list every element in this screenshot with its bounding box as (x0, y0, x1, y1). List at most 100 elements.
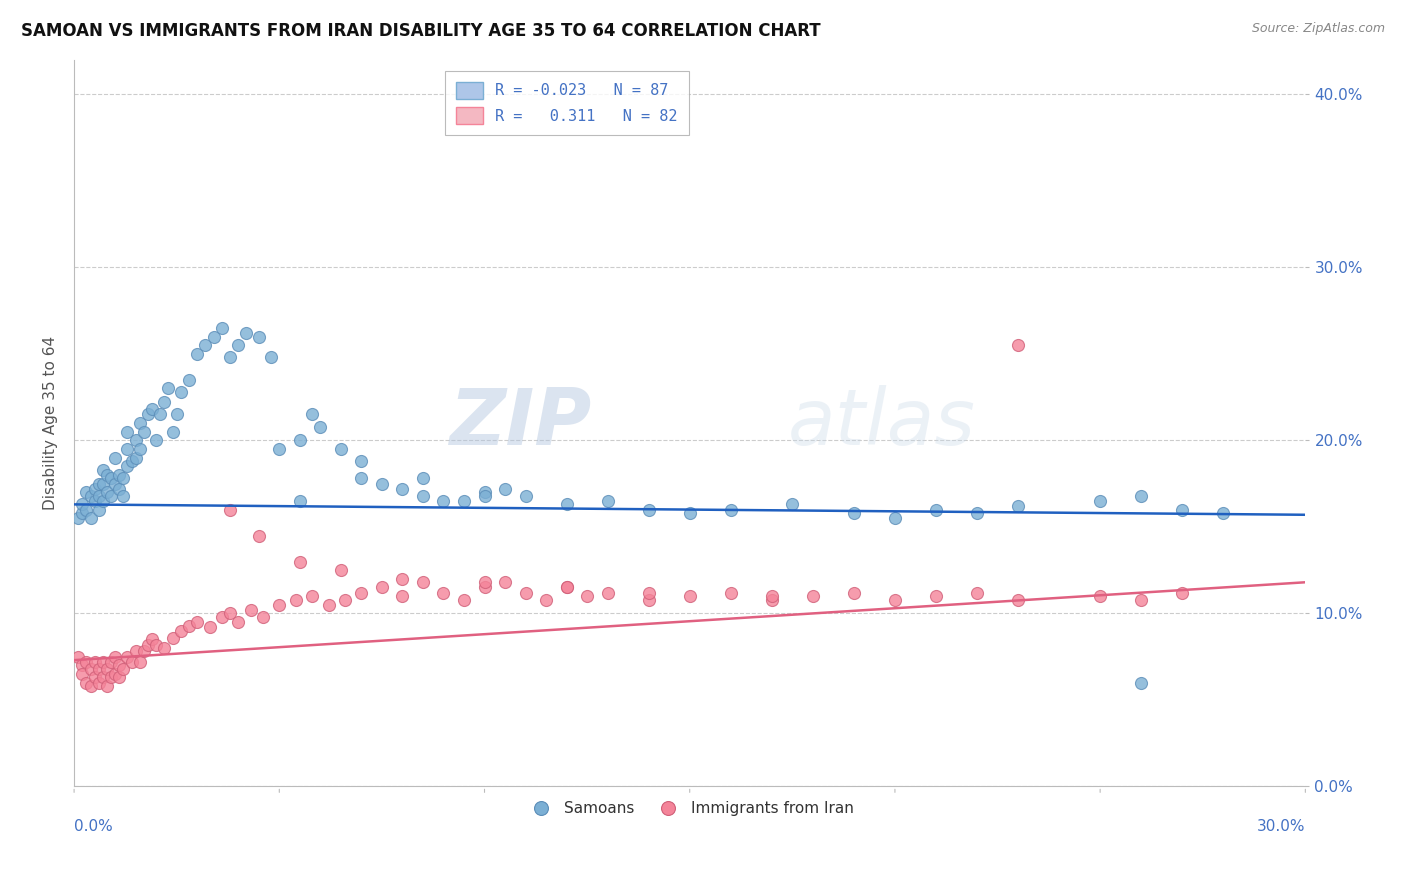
Point (679, 506, 702, 520)
Point (219, 607, 242, 621)
Point (72, 506, 94, 520)
Point (761, 589, 783, 603)
Point (186, 347, 208, 361)
Point (87, 675, 110, 690)
Point (211, 321, 233, 335)
Point (453, 494, 475, 508)
Point (198, 620, 221, 634)
Point (720, 585, 742, 599)
Point (67, 511, 90, 525)
Point (83, 494, 105, 508)
Point (555, 581, 578, 595)
Legend: Samoans, Immigrants from Iran: Samoans, Immigrants from Iran (520, 796, 860, 822)
Point (96, 485, 118, 500)
Point (121, 454, 143, 468)
Point (100, 670, 122, 684)
Point (247, 329, 270, 343)
Point (72, 667, 94, 681)
Point (301, 589, 323, 603)
Point (104, 476, 127, 491)
Point (555, 497, 578, 511)
Text: Source: ZipAtlas.com: Source: ZipAtlas.com (1251, 22, 1385, 36)
Point (494, 482, 516, 496)
Point (1007, 592, 1029, 607)
Point (720, 502, 742, 516)
Point (75, 485, 97, 500)
Point (87, 476, 110, 491)
Point (202, 329, 225, 343)
Point (128, 442, 150, 456)
Point (350, 454, 373, 468)
Point (1171, 585, 1194, 599)
Point (269, 598, 291, 612)
Point (83, 655, 105, 669)
Point (1007, 338, 1029, 352)
Point (269, 442, 291, 456)
Point (211, 610, 233, 624)
Point (391, 482, 413, 496)
Point (966, 585, 988, 599)
Point (128, 416, 150, 430)
Point (260, 351, 283, 365)
Point (112, 489, 135, 503)
Point (391, 589, 413, 603)
Point (555, 581, 578, 595)
Point (96, 679, 118, 693)
Point (288, 554, 311, 568)
Text: 30.0%: 30.0% (1257, 819, 1305, 834)
Point (170, 624, 193, 638)
Point (100, 471, 122, 485)
Point (91, 476, 114, 491)
Point (136, 638, 159, 652)
Point (87, 502, 110, 516)
Point (132, 644, 155, 658)
Point (1171, 502, 1194, 516)
Point (194, 338, 217, 352)
Point (252, 610, 274, 624)
Point (79, 662, 101, 676)
Point (925, 589, 948, 603)
Point (91, 494, 114, 508)
Point (149, 408, 172, 422)
Point (474, 485, 496, 500)
Point (761, 592, 783, 607)
Point (453, 592, 475, 607)
Point (1130, 675, 1153, 690)
Point (318, 598, 340, 612)
Point (96, 662, 118, 676)
Point (884, 511, 907, 525)
Point (226, 615, 249, 629)
Point (679, 589, 702, 603)
Point (112, 471, 135, 485)
Point (474, 581, 496, 595)
Point (162, 425, 184, 439)
Point (170, 384, 193, 399)
Point (637, 585, 659, 599)
Point (494, 575, 516, 590)
Point (842, 506, 865, 520)
Point (124, 644, 146, 658)
Point (83, 482, 105, 496)
Point (239, 603, 262, 617)
Point (124, 450, 146, 465)
Point (91, 670, 114, 684)
Point (145, 638, 167, 652)
Point (432, 494, 454, 508)
Point (219, 351, 242, 365)
Point (145, 434, 167, 448)
Point (329, 563, 352, 577)
Point (108, 482, 131, 496)
Point (162, 631, 184, 645)
Point (226, 338, 249, 352)
Point (72, 658, 94, 673)
Point (412, 471, 434, 485)
Point (288, 494, 311, 508)
Point (1212, 506, 1234, 520)
Point (412, 575, 434, 590)
Point (141, 402, 163, 417)
Point (637, 592, 659, 607)
Point (141, 632, 163, 647)
Point (350, 585, 373, 599)
Point (596, 585, 619, 599)
Point (284, 592, 307, 607)
